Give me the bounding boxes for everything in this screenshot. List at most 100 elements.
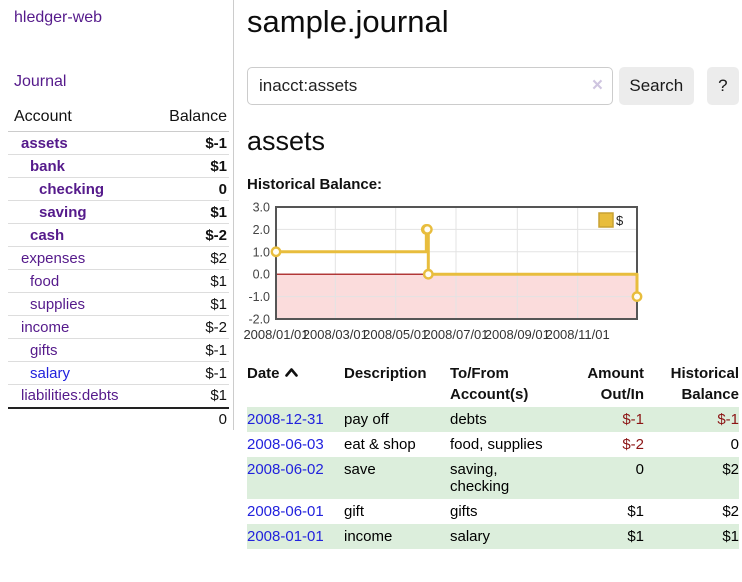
clear-search-icon[interactable]: × bbox=[591, 75, 603, 96]
account-link-bank[interactable]: bank bbox=[30, 157, 66, 175]
account-balance: $-1 bbox=[146, 131, 229, 155]
search-button[interactable]: Search bbox=[619, 67, 694, 105]
transaction-accounts: gifts bbox=[450, 503, 478, 520]
account-name-cell: income bbox=[8, 315, 147, 339]
register-table: Date Description To/From Account(s) Amou… bbox=[247, 361, 739, 549]
balance-column-header-register: Historical Balance bbox=[670, 365, 739, 403]
transaction-row: 2008-01-01 income salary $1 $1 bbox=[247, 524, 739, 549]
transaction-balance: 0 bbox=[730, 436, 739, 453]
account-balance: $-2 bbox=[146, 315, 229, 339]
account-name-cell: expenses bbox=[8, 246, 147, 270]
account-link-food[interactable]: food bbox=[30, 272, 60, 290]
account-link-liabilities-debts[interactable]: liabilities:debts bbox=[21, 387, 119, 405]
account-column-header: Account bbox=[8, 105, 147, 132]
account-balance: $-2 bbox=[146, 223, 229, 247]
sidebar-divider bbox=[233, 0, 234, 430]
account-row: checking 0 bbox=[8, 177, 229, 201]
plot-border bbox=[275, 206, 638, 320]
transaction-description: pay off bbox=[344, 411, 389, 428]
transaction-row: 2008-06-02 save saving, checking 0 $2 bbox=[247, 457, 739, 499]
account-link-salary[interactable]: salary bbox=[30, 364, 71, 382]
account-link-assets[interactable]: assets bbox=[21, 134, 68, 152]
account-link-supplies[interactable]: supplies bbox=[30, 295, 86, 313]
account-name-cell: supplies bbox=[8, 292, 147, 316]
transaction-date-link[interactable]: 2008-06-03 bbox=[247, 436, 324, 453]
account-link-saving[interactable]: saving bbox=[39, 203, 87, 221]
data-point-marker bbox=[631, 291, 643, 303]
transaction-row: 2008-12-31 pay off debts $-1 $-1 bbox=[247, 407, 739, 432]
date-column-header[interactable]: Date bbox=[247, 361, 344, 407]
transaction-date-link[interactable]: 2008-06-02 bbox=[247, 461, 324, 478]
search-form: × Search ? bbox=[247, 67, 739, 105]
total-balance: 0 bbox=[146, 406, 229, 431]
x-axis-tick-label: 2008/01/01 bbox=[243, 327, 308, 342]
account-row: expenses $2 bbox=[8, 246, 229, 270]
sidebar-item-journal[interactable]: Journal bbox=[14, 73, 67, 90]
date-header-label: Date bbox=[247, 365, 280, 382]
account-table-header-row: Account Balance bbox=[8, 105, 229, 132]
y-axis-tick-label: 2.0 bbox=[253, 223, 270, 237]
transaction-row: 2008-06-01 gift gifts $1 $2 bbox=[247, 499, 739, 524]
transaction-date-link[interactable]: 2008-06-01 bbox=[247, 503, 324, 520]
account-name-cell: saving bbox=[8, 200, 147, 224]
historical-balance-chart[interactable]: 2008/01/01 2008/03/01 2008/05/01 2008/07/01… bbox=[240, 201, 700, 344]
transaction-balance: $1 bbox=[722, 528, 739, 545]
transaction-description: save bbox=[344, 461, 376, 478]
y-axis-tick-label: 1.0 bbox=[253, 245, 270, 259]
transaction-date-cell: 2008-06-03 bbox=[247, 432, 344, 457]
account-link-checking[interactable]: checking bbox=[39, 180, 105, 198]
y-axis-tick-label: -2.0 bbox=[248, 313, 270, 327]
description-column-header: Description bbox=[344, 365, 427, 382]
transaction-balance: $2 bbox=[722, 503, 739, 520]
account-name-cell: checking bbox=[8, 177, 147, 201]
search-input[interactable] bbox=[247, 67, 613, 105]
account-name-cell: assets bbox=[8, 131, 147, 155]
transaction-amount: $1 bbox=[627, 528, 644, 545]
sort-ascending-icon bbox=[284, 362, 298, 383]
account-row: saving $1 bbox=[8, 200, 229, 224]
transaction-amount: 0 bbox=[635, 461, 644, 478]
account-row: gifts $-1 bbox=[8, 338, 229, 362]
account-balance: $1 bbox=[146, 154, 229, 178]
account-name-cell: bank bbox=[8, 154, 147, 178]
legend-swatch bbox=[598, 212, 614, 228]
account-link-gifts[interactable]: gifts bbox=[30, 341, 58, 359]
x-axis-tick-label: 2008/09/01 bbox=[485, 327, 550, 342]
account-row: bank $1 bbox=[8, 154, 229, 178]
total-row-spacer bbox=[8, 406, 147, 431]
account-link-expenses[interactable]: expenses bbox=[21, 249, 86, 267]
balance-column-header: Balance bbox=[146, 105, 229, 132]
account-link-income[interactable]: income bbox=[21, 318, 70, 336]
transaction-row: 2008-06-03 eat & shop food, supplies $-2 0 bbox=[247, 432, 739, 457]
main-content: sample.journal × Search ? assets Histori… bbox=[243, 0, 739, 549]
total-row: 0 bbox=[8, 406, 229, 431]
legend-label: $ bbox=[616, 213, 624, 228]
transaction-amount: $1 bbox=[627, 503, 644, 520]
chart-svg[interactable]: 2008/01/012008/03/012008/05/012008/07/01… bbox=[240, 201, 700, 344]
transaction-accounts: food, supplies bbox=[450, 436, 543, 453]
app-title-link[interactable]: hledger-web bbox=[14, 9, 103, 26]
account-balance: $1 bbox=[146, 200, 229, 224]
x-axis-tick-label: 2008/03/01 bbox=[303, 327, 368, 342]
transaction-description: eat & shop bbox=[344, 436, 416, 453]
transaction-date-link[interactable]: 2008-12-31 bbox=[247, 411, 324, 428]
account-name-cell: gifts bbox=[8, 338, 147, 362]
x-axis-tick-label: 2008/05/01 bbox=[363, 327, 428, 342]
y-axis-tick-label: -1.0 bbox=[248, 290, 270, 304]
transaction-date-link[interactable]: 2008-01-01 bbox=[247, 528, 324, 545]
y-axis-tick-label: 3.0 bbox=[253, 202, 270, 215]
transaction-accounts: saving, checking bbox=[450, 461, 510, 495]
account-rows: assets $-1 bank $1 checking 0 saving $1 cash $-2 e… bbox=[8, 131, 229, 408]
data-point-marker bbox=[270, 246, 282, 258]
account-row: liabilities:debts $1 bbox=[8, 384, 229, 408]
transaction-balance: $-1 bbox=[717, 411, 739, 428]
data-point-marker bbox=[422, 268, 434, 280]
account-balance: $1 bbox=[146, 292, 229, 316]
transaction-date-cell: 2008-01-01 bbox=[247, 524, 344, 549]
help-button[interactable]: ? bbox=[706, 67, 739, 105]
transaction-date-cell: 2008-12-31 bbox=[247, 407, 344, 432]
account-balance: $2 bbox=[146, 246, 229, 270]
account-row: income $-2 bbox=[8, 315, 229, 339]
account-link-cash[interactable]: cash bbox=[30, 226, 65, 244]
transaction-balance: $2 bbox=[722, 461, 739, 478]
